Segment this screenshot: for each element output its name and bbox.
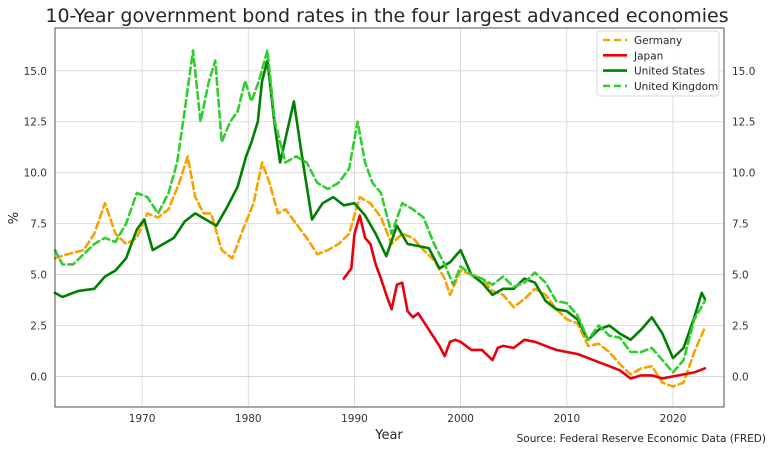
legend-label-united-states: United States [634,66,705,78]
x-tick-label: 1970 [129,413,156,425]
series-line-germany [53,155,707,388]
y-tick-labels-left: 0.0 2.5 5.0 7.5 10.0 12.5 15.0 [24,66,47,384]
y-tick-label-left: 7.5 [30,219,47,231]
legend: Germany Japan United States United Kingdom [596,30,720,97]
x-tick-label: 2020 [660,413,687,425]
legend-label-germany: Germany [634,35,682,47]
x-tick-label: 2000 [447,413,474,425]
source-note: Source: Federal Reserve Economic Data (F… [517,433,766,445]
legend-label-united-kingdom: United Kingdom [634,81,718,93]
y-axis-label: % [7,212,22,224]
y-tick-label-right: 15.0 [732,66,755,78]
x-tick-label: 1980 [235,413,262,425]
y-tick-label-left: 2.5 [30,320,47,332]
y-tick-label-left: 10.0 [24,168,47,180]
y-tick-label-right: 5.0 [732,270,749,282]
legend-box [596,30,720,97]
y-tick-label-right: 10.0 [732,168,755,180]
y-tick-label-right: 12.5 [732,117,755,129]
x-tick-labels: 1970 1980 1990 2000 2010 2020 [129,413,687,425]
x-axis-label: Year [374,428,403,443]
y-tick-label-right: 0.0 [732,371,749,383]
series-line-united-kingdom [53,49,707,374]
y-tick-label-left: 0.0 [30,371,47,383]
plot-frame [54,27,725,408]
series-line-japan [342,214,707,380]
y-tick-label-left: 5.0 [30,270,47,282]
legend-label-japan: Japan [633,50,663,62]
y-tick-label-right: 2.5 [732,320,749,332]
series-layer [53,49,707,388]
x-tick-label: 2010 [553,413,580,425]
chart-title: 10-Year government bond rates in the fou… [45,5,728,27]
y-tick-label-left: 15.0 [24,66,47,78]
y-tick-label-right: 7.5 [732,219,749,231]
y-tick-labels-right: 0.0 2.5 5.0 7.5 10.0 12.5 15.0 [732,66,755,384]
x-tick-label: 1990 [341,413,368,425]
y-tick-label-left: 12.5 [24,117,47,129]
